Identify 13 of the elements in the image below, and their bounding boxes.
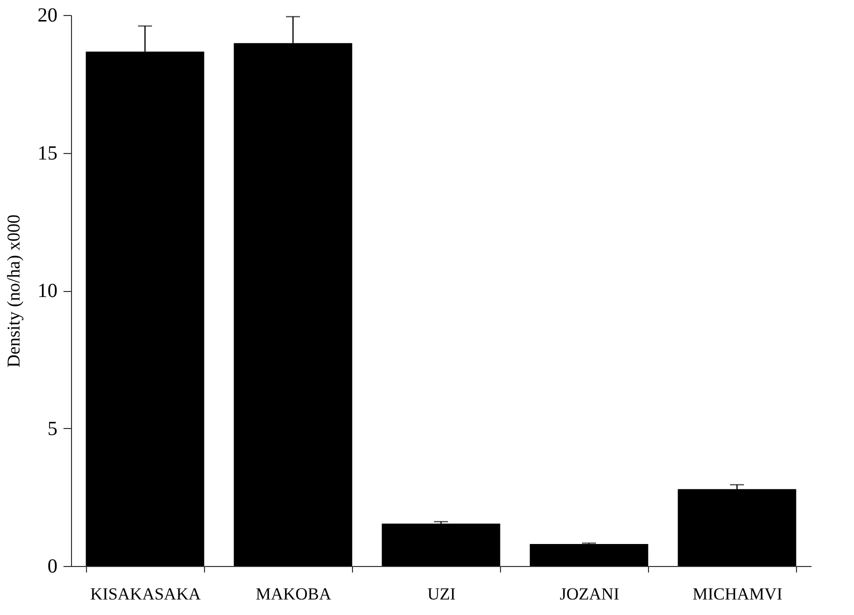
x-tick-label: MAKOBA bbox=[256, 584, 332, 604]
y-tick-label: 0 bbox=[48, 556, 58, 578]
y-tick-label: 5 bbox=[48, 418, 58, 440]
x-tick-label: JOZANI bbox=[560, 584, 620, 604]
y-tick-label: 15 bbox=[38, 142, 58, 164]
x-tick-label: KISAKASAKA bbox=[90, 584, 202, 604]
y-axis-title: Density (no/ha) x000 bbox=[4, 214, 24, 368]
bar bbox=[678, 489, 796, 566]
x-tick-label: MICHAMVI bbox=[692, 584, 783, 604]
y-tick-label: 10 bbox=[38, 280, 58, 302]
bar bbox=[530, 544, 648, 566]
x-tick-label: UZI bbox=[427, 584, 456, 604]
y-tick-label: 20 bbox=[38, 4, 58, 26]
